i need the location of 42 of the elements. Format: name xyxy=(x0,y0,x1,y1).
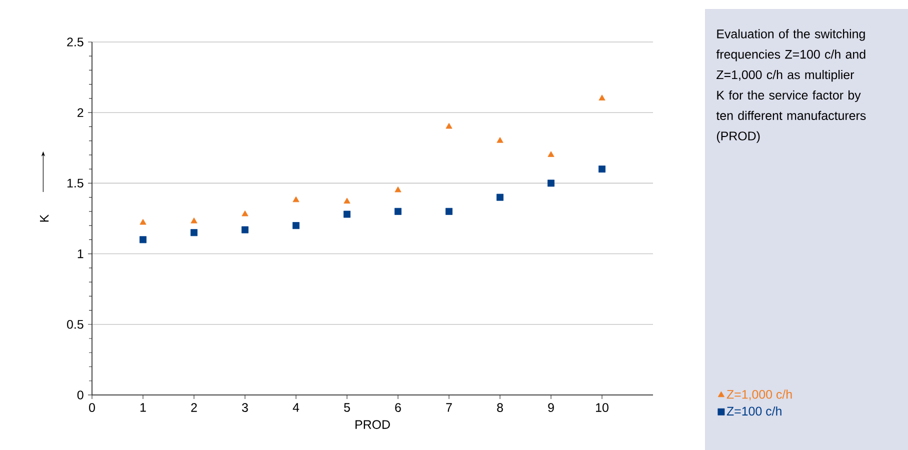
point xyxy=(140,236,146,244)
x-tick-label: 4 xyxy=(292,403,300,412)
point xyxy=(548,151,554,157)
point xyxy=(292,222,300,230)
point xyxy=(548,180,554,187)
point xyxy=(242,226,248,234)
point xyxy=(140,218,146,225)
x-tick-label: 5 xyxy=(344,403,350,412)
x-tick-label: 9 xyxy=(548,403,554,412)
x-tick-label: 1 xyxy=(140,403,146,412)
point xyxy=(598,94,606,100)
x-tick-label: 3 xyxy=(242,403,248,412)
y-tick-label: 0 xyxy=(77,390,84,400)
point xyxy=(242,210,248,216)
x-tick-label: 8 xyxy=(497,403,503,412)
x-axis-title: PROD xyxy=(356,420,390,429)
point xyxy=(598,166,606,173)
point xyxy=(496,194,504,201)
point xyxy=(344,198,350,204)
x-tick-label: 7 xyxy=(446,403,452,412)
x-tick-label: 10 xyxy=(596,403,608,412)
point xyxy=(496,137,504,143)
point xyxy=(190,218,198,224)
point xyxy=(394,186,402,192)
y-tick-label: 1 xyxy=(78,250,84,258)
text: Evaluation of the switching frequencies Z=100 c/h and Z=1,000 c/h as multiplier K for the service factor by ten different manufacturers (PROD) xyxy=(716,29,866,143)
y-axis-title: K xyxy=(40,214,49,222)
y-tick-label: 0.5 xyxy=(67,320,84,329)
point xyxy=(344,210,350,218)
point xyxy=(446,122,452,129)
legend-label: Z=1,000 c/h xyxy=(726,390,792,400)
x-tick-label: 2 xyxy=(191,403,197,412)
x-tick-label: 0 xyxy=(89,403,95,412)
y-tick-label: 2.5 xyxy=(67,38,84,46)
point xyxy=(190,229,198,236)
x-tick-label: 6 xyxy=(395,403,401,412)
y-tick-label: 1.5 xyxy=(67,178,84,188)
point xyxy=(446,208,452,215)
point xyxy=(292,196,300,202)
point xyxy=(394,208,402,215)
legend-label: Z=100 c/h xyxy=(726,406,782,416)
y-tick-label: 2 xyxy=(78,108,84,117)
